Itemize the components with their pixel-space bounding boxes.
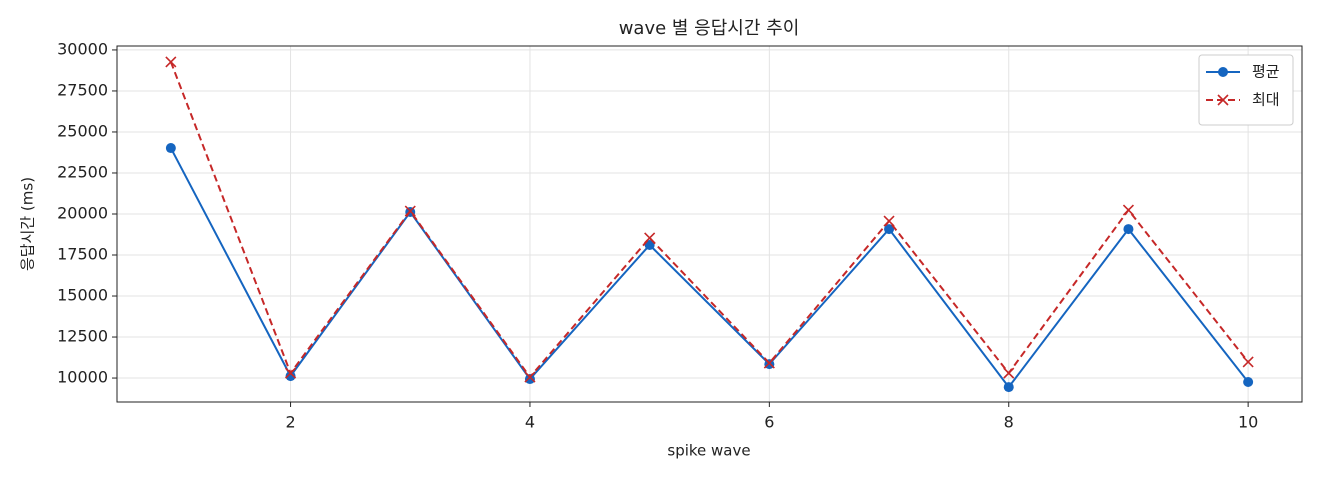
data-point (404, 205, 416, 217)
data-point (1003, 367, 1015, 379)
data-point (763, 357, 775, 369)
data-point (284, 367, 297, 379)
series-line (169, 61, 1249, 379)
y-tick-label: 12500 (57, 327, 108, 346)
y-tick-label: 20000 (57, 203, 108, 222)
y-tick-label: 10000 (57, 368, 108, 387)
data-point (1003, 382, 1014, 393)
x-tick-label: 10 (1238, 413, 1258, 432)
legend-marker (1218, 67, 1228, 77)
y-tick-label: 25000 (57, 121, 108, 140)
x-tick-label: 8 (1004, 413, 1014, 432)
data-point (285, 371, 296, 382)
plot-frame (116, 45, 1303, 403)
x-tick-label: 6 (764, 413, 774, 432)
data-point (644, 232, 656, 244)
data-point (1123, 224, 1134, 235)
data-point (884, 224, 895, 235)
y-tick-label: 27500 (57, 80, 108, 99)
x-tick-label: 2 (285, 413, 295, 432)
y-tick-label: 22500 (57, 162, 108, 181)
x-axis-label: spike wave (667, 442, 750, 460)
data-point (644, 239, 655, 250)
data-point (165, 56, 177, 68)
data-point (1243, 376, 1254, 387)
x-tick-label: 4 (525, 413, 535, 432)
y-tick-label: 15000 (57, 286, 108, 305)
legend-label: 최대 (1252, 91, 1280, 109)
data-point (883, 215, 895, 227)
y-axis-label: 응답시간 (ms) (19, 177, 37, 271)
legend-label: 평균 (1252, 63, 1280, 81)
y-tick-label: 30000 (57, 39, 108, 58)
chart-title: wave 별 응답시간 추이 (619, 18, 800, 39)
y-tick-label: 17500 (57, 245, 108, 264)
legend-marker (1217, 94, 1229, 106)
data-point (165, 143, 176, 154)
data-point (1122, 204, 1135, 216)
series-line (169, 147, 1249, 389)
data-point (524, 374, 535, 385)
data-point (524, 371, 536, 383)
data-point (1242, 356, 1254, 368)
